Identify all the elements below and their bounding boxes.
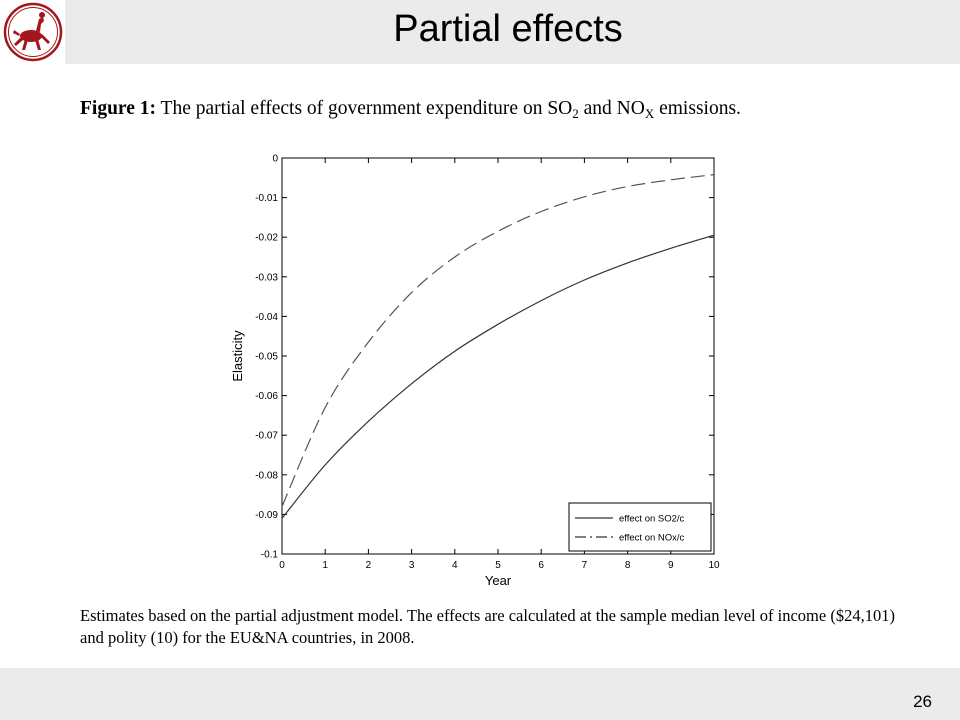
page-number: 26: [913, 692, 932, 712]
x-tick-label: 0: [279, 560, 285, 571]
y-tick-label: -0.08: [255, 470, 278, 481]
legend-label: effect on SO2/c: [619, 514, 685, 525]
y-tick-label: -0.04: [255, 312, 278, 323]
footer-bar: [0, 668, 960, 720]
figure-note: Estimates based on the partial adjustmen…: [80, 605, 920, 649]
y-tick-label: -0.01: [255, 193, 278, 204]
x-tick-label: 4: [452, 560, 458, 571]
x-tick-label: 1: [322, 560, 328, 571]
legend-box: [569, 503, 711, 551]
x-tick-label: 8: [625, 560, 631, 571]
y-tick-label: -0.02: [255, 233, 278, 244]
caption-text-end: emissions.: [654, 98, 741, 119]
slide-title: Partial effects: [0, 8, 960, 51]
y-tick-label: 0: [272, 154, 278, 165]
plot-frame: [282, 158, 714, 554]
y-tick-label: -0.07: [255, 431, 278, 442]
y-axis-label: Elasticity: [230, 330, 245, 382]
x-axis-label: Year: [485, 573, 512, 588]
caption-text-start: The partial effects of government expend…: [161, 98, 573, 119]
y-tick-label: -0.09: [255, 510, 278, 521]
x-tick-label: 7: [582, 560, 588, 571]
y-tick-label: -0.03: [255, 272, 278, 283]
x-tick-label: 5: [495, 560, 501, 571]
elasticity-line-chart: 0 -0.01 -0.02 -0.03 -0.04 -0.05 -0.06 -0.07 -0.0…: [228, 145, 728, 595]
y-tick-label: -0.06: [255, 391, 278, 402]
x-tick-label: 3: [409, 560, 415, 571]
caption-subscript-nox: X: [645, 106, 654, 121]
y-tick-label: -0.1: [261, 550, 279, 561]
figure-label: Figure 1:: [80, 98, 156, 119]
legend-label: effect on NOx/c: [619, 533, 685, 544]
y-tick-label: -0.05: [255, 352, 278, 363]
x-tick-label: 6: [538, 560, 544, 571]
x-tick-label: 9: [668, 560, 674, 571]
caption-text-middle: and NO: [579, 98, 645, 119]
x-tick-label: 10: [708, 560, 720, 571]
x-tick-label: 2: [366, 560, 372, 571]
figure-caption: Figure 1: The partial effects of governm…: [80, 98, 741, 120]
